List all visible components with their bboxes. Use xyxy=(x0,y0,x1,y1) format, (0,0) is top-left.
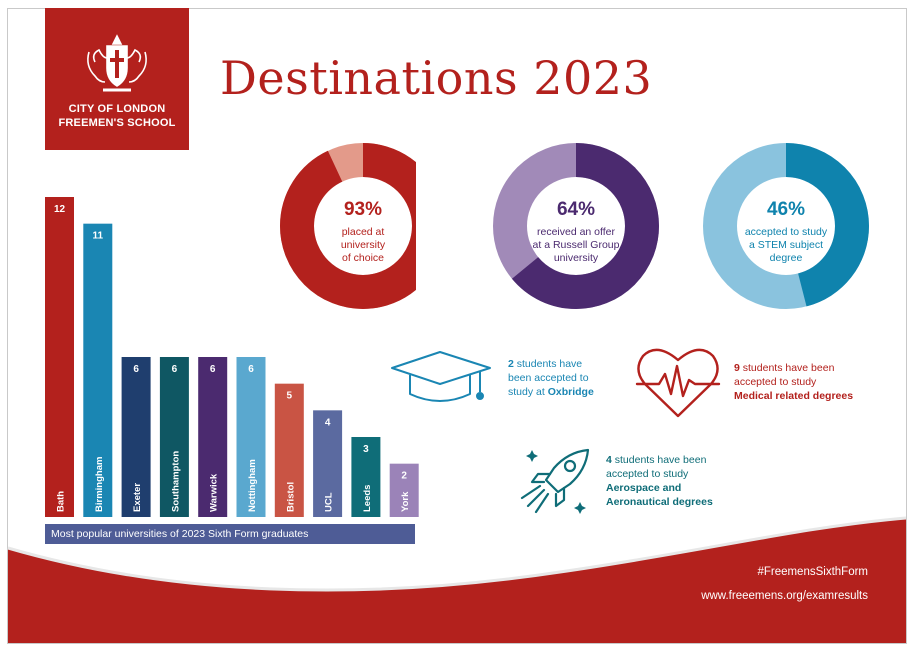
logo-line-2: FREEMEN'S SCHOOL xyxy=(58,117,176,129)
donut-0-text: 93% placed at university of choice xyxy=(298,198,428,265)
stat-aero-line2: accepted to study xyxy=(606,468,689,480)
bar-southampton xyxy=(159,357,189,517)
donut-0-value-arc xyxy=(280,143,416,309)
donut-2-line-2: a STEM subject xyxy=(748,239,824,251)
donut-russell-group xyxy=(493,143,659,309)
donut-university-of-choice xyxy=(280,143,416,309)
bar-category-label: Bristol xyxy=(285,482,296,512)
donut-2-line-1: accepted to study xyxy=(744,226,828,238)
stat-oxbridge-line1: students have xyxy=(513,358,583,370)
bar-category-label: York xyxy=(400,491,411,512)
stat-medical-line2: accepted to study xyxy=(734,376,817,388)
bar-leeds xyxy=(351,437,381,517)
footer-hashtag: #FreemensSixthForm xyxy=(757,566,868,578)
bar-category-label: Bath xyxy=(56,491,67,512)
bar-bath xyxy=(45,197,74,517)
bar-value-label: 5 xyxy=(287,391,293,402)
page-title: Destinations 2023 xyxy=(220,51,653,105)
bar-category-label: UCL xyxy=(324,492,335,512)
bar-york xyxy=(389,463,419,517)
heartbeat-icon xyxy=(635,348,721,418)
bar-category-label: Nottingham xyxy=(247,459,258,512)
logo-line-1: CITY OF LONDON xyxy=(68,103,166,115)
donut-1-pct: 64% xyxy=(556,199,596,220)
stat-medical-bold: Medical related degrees xyxy=(734,390,854,402)
donut-0-line-2: university xyxy=(340,239,386,251)
bar-value-label: 6 xyxy=(133,364,139,375)
donut-0-line-3: of choice xyxy=(341,252,385,264)
bar-value-label: 3 xyxy=(363,444,369,455)
stat-aero-bold-1: Aerospace and xyxy=(606,482,682,494)
bar-category-label: Leeds xyxy=(362,485,373,512)
bar-value-label: 11 xyxy=(93,231,104,242)
coat-of-arms-icon xyxy=(87,34,147,92)
donut-stem xyxy=(703,143,869,309)
donut-2-pct: 46% xyxy=(766,199,806,220)
bar-birmingham xyxy=(83,223,113,517)
stat-oxbridge: 2 students have been accepted to study a… xyxy=(508,357,594,399)
donut-0-pct: 93% xyxy=(343,199,383,220)
bar-category-label: Warwick xyxy=(209,473,220,512)
stat-aero-line1: students have been xyxy=(611,454,707,466)
bar-nottingham xyxy=(236,357,266,517)
stat-medical-num: 9 xyxy=(734,362,740,374)
donut-1-line-1: received an offer xyxy=(536,226,616,238)
stat-aero: 4 students have been accepted to study A… xyxy=(606,453,713,509)
donut-1-line-3: university xyxy=(553,252,599,264)
stat-aero-bold-2: Aeronautical degrees xyxy=(606,496,713,508)
chart-caption: Most popular universities of 2023 Sixth … xyxy=(45,524,415,544)
bar-category-label: Southampton xyxy=(170,451,181,512)
stat-oxbridge-num: 2 xyxy=(508,358,514,370)
rocket-icon xyxy=(520,448,590,514)
donut-1-line-2: at a Russell Group xyxy=(532,239,620,251)
stat-oxbridge-bold: Oxbridge xyxy=(547,386,594,398)
stat-oxbridge-line3: study at xyxy=(508,386,548,398)
bar-ucl xyxy=(313,410,343,517)
bar-value-label: 2 xyxy=(401,471,407,482)
bar-value-label: 4 xyxy=(325,417,331,428)
bar-value-label: 6 xyxy=(210,364,216,375)
stat-medical: 9 students have been accepted to study M… xyxy=(734,361,853,403)
donut-1-value-arc xyxy=(493,143,659,309)
bar-value-label: 6 xyxy=(248,364,254,375)
bar-value-label: 6 xyxy=(172,364,178,375)
footer-url[interactable]: www.freeemens.org/examresults xyxy=(701,590,868,602)
stat-aero-num: 4 xyxy=(606,454,612,466)
stat-medical-line1: students have been xyxy=(739,362,835,374)
donut-1-text: 64% received an offer at a Russell Group… xyxy=(511,198,641,265)
bar-category-label: Birmingham xyxy=(94,457,105,512)
bar-exeter xyxy=(121,357,151,517)
donut-2-value-arc xyxy=(703,143,869,309)
donut-2-text: 46% accepted to study a STEM subject deg… xyxy=(721,198,851,265)
bar-bristol xyxy=(274,383,304,517)
school-logo: CITY OF LONDON FREEMEN'S SCHOOL xyxy=(45,8,189,150)
bar-category-label: Exeter xyxy=(132,483,143,512)
donut-2-line-3: degree xyxy=(769,252,803,264)
donut-0-line-1: placed at xyxy=(341,226,385,238)
bar-warwick xyxy=(198,357,228,517)
bar-value-label: 12 xyxy=(54,204,66,215)
stat-oxbridge-line2: been accepted to xyxy=(508,372,589,384)
graduation-cap-icon xyxy=(391,351,491,402)
